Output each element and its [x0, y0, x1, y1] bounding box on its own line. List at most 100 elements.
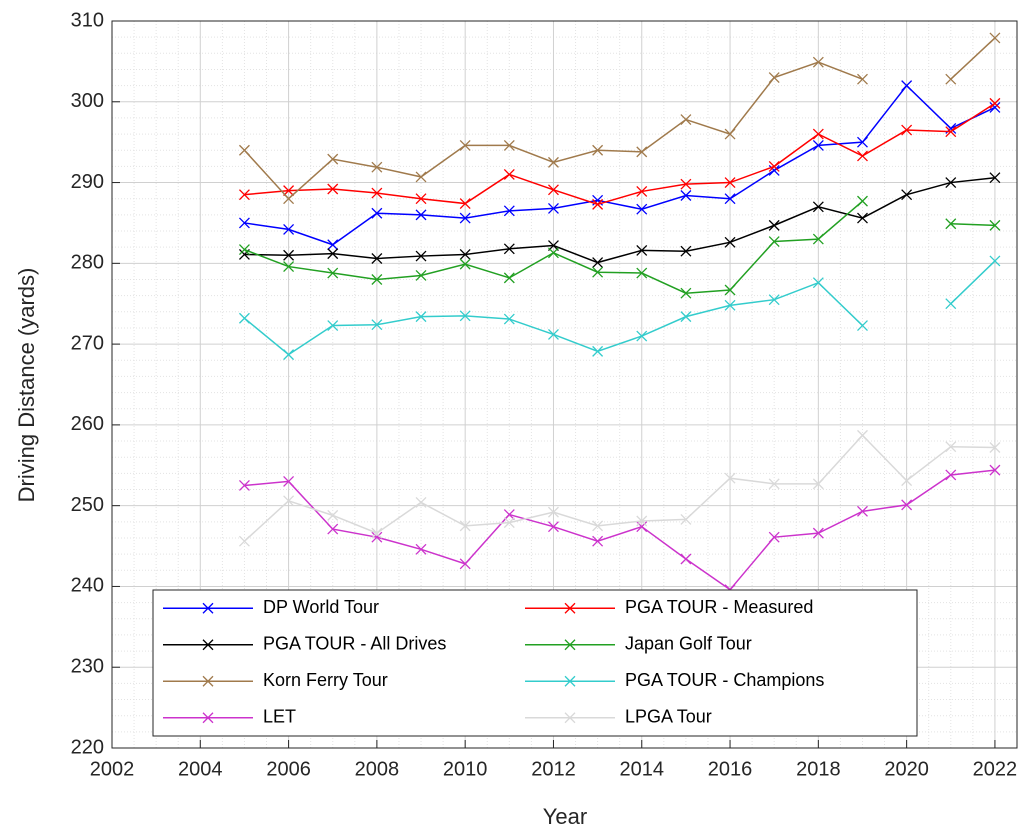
marker: [636, 185, 648, 197]
marker: [901, 189, 913, 201]
marker: [592, 198, 604, 210]
x-tick-label: 2002: [90, 758, 135, 780]
marker: [415, 543, 427, 555]
marker: [238, 535, 250, 547]
legend: DP World Tour PGA TOUR - Measured PGA TOUR…: [152, 589, 918, 737]
marker: [989, 32, 1001, 44]
marker: [945, 298, 957, 310]
marker: [371, 187, 383, 199]
marker: [945, 469, 957, 481]
marker: [238, 144, 250, 156]
marker: [415, 171, 427, 183]
marker: [945, 73, 957, 85]
marker: [724, 193, 736, 205]
marker: [812, 233, 824, 245]
series-line: [244, 469, 996, 591]
marker: [636, 330, 648, 342]
marker: [989, 442, 1001, 453]
marker: [857, 212, 868, 224]
marker: [724, 472, 736, 484]
marker: [857, 429, 868, 441]
marker: [548, 328, 559, 340]
marker: [415, 496, 427, 508]
y-tick-label: 270: [71, 332, 104, 354]
marker: [592, 535, 604, 547]
marker: [592, 257, 604, 268]
marker: [812, 128, 824, 140]
marker: [724, 177, 736, 189]
marker: [768, 294, 780, 306]
marker: [238, 480, 250, 491]
marker: [636, 515, 648, 527]
marker: [327, 239, 339, 251]
marker: [857, 73, 868, 85]
marker: [283, 249, 295, 261]
marker: [724, 299, 736, 311]
marker: [548, 202, 559, 214]
marker: [459, 139, 471, 151]
marker: [327, 267, 339, 279]
marker: [768, 219, 780, 231]
marker: [371, 161, 383, 173]
marker: [857, 136, 868, 148]
x-tick-label: 2010: [443, 758, 488, 780]
marker: [812, 139, 824, 151]
marker: [857, 320, 868, 331]
marker: [945, 126, 957, 138]
x-tick-label: 2004: [178, 758, 223, 780]
marker: [901, 80, 913, 92]
marker: [503, 205, 515, 217]
legend-label: Japan Golf Tour: [625, 634, 752, 654]
marker: [592, 520, 604, 532]
marker: [768, 236, 780, 247]
marker: [989, 464, 1001, 476]
marker: [238, 312, 250, 324]
marker: [989, 172, 1001, 184]
marker: [724, 128, 736, 140]
marker: [592, 144, 604, 156]
marker: [680, 190, 692, 201]
marker: [202, 675, 214, 687]
y-tick-label: 250: [71, 494, 104, 516]
series-line: [244, 84, 996, 246]
marker: [371, 319, 383, 331]
marker: [989, 97, 1001, 109]
marker: [989, 219, 1001, 231]
y-tick-label: 280: [71, 252, 104, 274]
marker: [503, 509, 515, 521]
x-tick-label: 2008: [355, 758, 400, 780]
marker: [327, 248, 339, 260]
marker: [327, 523, 339, 535]
marker: [636, 146, 648, 158]
marker: [503, 272, 515, 284]
marker: [812, 527, 824, 539]
marker: [901, 475, 913, 487]
marker: [283, 193, 295, 205]
x-tick-label: 2012: [531, 758, 576, 780]
marker: [857, 505, 868, 517]
marker: [680, 513, 692, 525]
marker: [327, 153, 339, 165]
marker: [238, 189, 250, 201]
marker: [202, 602, 214, 614]
marker: [371, 253, 383, 264]
legend-label: LPGA Tour: [625, 707, 712, 727]
y-tick-label: 300: [71, 90, 104, 112]
x-tick-label: 2020: [884, 758, 929, 780]
marker: [548, 184, 559, 196]
marker: [459, 258, 471, 270]
marker: [548, 247, 559, 259]
marker: [724, 284, 736, 296]
marker: [945, 218, 957, 230]
y-axis-label: Driving Distance (yards): [14, 268, 39, 503]
marker: [503, 517, 515, 529]
legend-label: PGA TOUR - Champions: [625, 670, 824, 690]
x-tick-label: 2018: [796, 758, 841, 780]
marker: [812, 56, 824, 68]
marker: [636, 267, 648, 279]
marker: [592, 345, 604, 357]
marker: [724, 236, 736, 248]
marker: [503, 243, 515, 255]
marker: [503, 313, 515, 325]
